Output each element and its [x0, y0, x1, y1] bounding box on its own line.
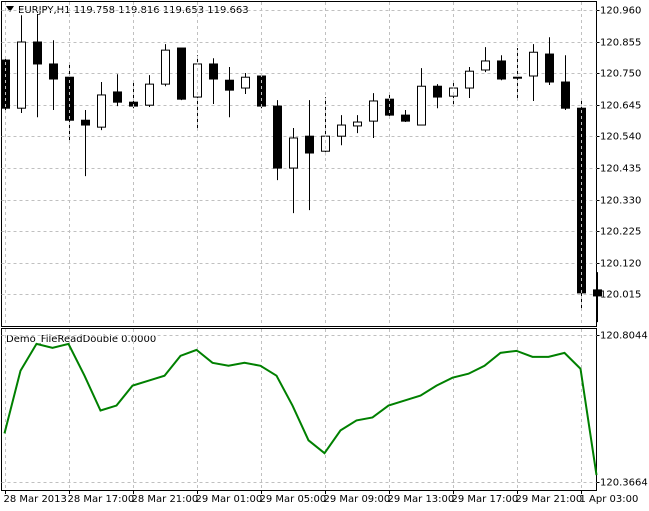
candle-body [545, 53, 554, 83]
y-tick-label: 120.960 [600, 6, 641, 17]
x-tick-label: 1 Apr 03:00 [580, 494, 639, 505]
indicator-pane [1, 328, 597, 491]
x-tick-label: 28 Mar 17:00 [68, 494, 135, 505]
y-tick-label: 120.855 [600, 38, 641, 49]
indicator-title: Demo_FileReadDouble 0.0000 [6, 334, 156, 345]
candle-body [17, 41, 26, 109]
candle-body [177, 47, 186, 100]
candle-body [241, 76, 250, 89]
candle-body [369, 100, 378, 122]
candle-body [513, 76, 522, 79]
candle-body [497, 60, 506, 80]
candle-body [593, 289, 602, 297]
candle-body [209, 63, 218, 80]
candle-body [161, 49, 170, 85]
y-tick-label: 120.120 [600, 259, 641, 270]
x-tick-label: 29 Mar 21:00 [516, 494, 583, 505]
candle-body [481, 60, 490, 71]
candle-body [465, 70, 474, 89]
candle-body [433, 85, 442, 98]
y-tick-label: 120.330 [600, 196, 641, 207]
candle-body [49, 63, 58, 80]
x-tick-label: 29 Mar 05:00 [260, 494, 327, 505]
candle-body [97, 94, 106, 128]
candle-body [273, 105, 282, 169]
candle-body [113, 91, 122, 103]
x-tick-label: 28 Mar 21:00 [132, 494, 199, 505]
y-tick-label: 120.750 [600, 69, 641, 80]
y-tick-label: 120.435 [600, 164, 641, 175]
x-tick-label: 29 Mar 13:00 [388, 494, 455, 505]
y-tick-label: 120.8044 [600, 331, 648, 342]
candle-body [81, 119, 90, 126]
x-tick-label: 29 Mar 09:00 [324, 494, 391, 505]
candle-body [353, 121, 362, 127]
y-tick-label: 120.540 [600, 132, 641, 143]
x-tick-label: 29 Mar 01:00 [196, 494, 263, 505]
candle-body [289, 137, 298, 169]
x-tick-label: 28 Mar 2013 [4, 494, 67, 505]
y-tick-label: 120.015 [600, 290, 641, 301]
candle-body [225, 79, 234, 91]
y-tick-label: 120.225 [600, 227, 641, 238]
price-pane [1, 1, 597, 327]
candle-body [529, 51, 538, 77]
y-tick-label: 120.645 [600, 101, 641, 112]
menu-icon[interactable] [6, 6, 14, 12]
y-tick-label: 120.3664 [600, 478, 648, 489]
candle-body [33, 41, 42, 65]
x-tick-label: 29 Mar 17:00 [452, 494, 519, 505]
candle-body [305, 135, 314, 154]
candle-body [145, 83, 154, 106]
candle-body [561, 81, 570, 109]
candle-body [337, 124, 346, 137]
candle-body [1, 59, 10, 109]
candle-body [401, 114, 410, 122]
indicator-line [3, 342, 598, 476]
candle-body [417, 85, 426, 126]
